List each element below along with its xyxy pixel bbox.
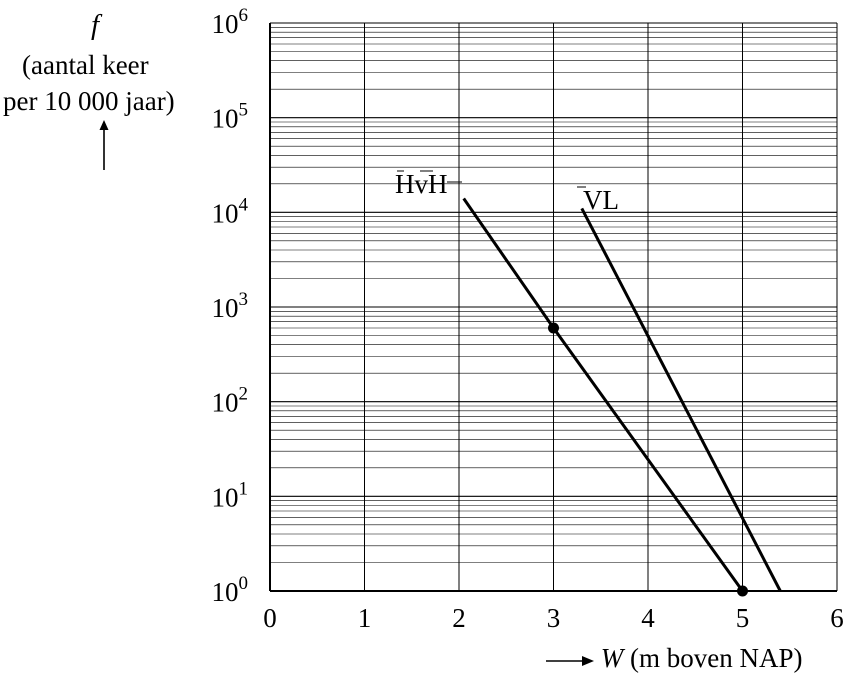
tick-labels: 0 1 2 3 4 5 6 100 101 102 103 104 105 106 — [212, 5, 844, 633]
series-lines — [462, 197, 782, 597]
series-line-hvh — [462, 197, 744, 592]
x-tick-label: 2 — [452, 603, 466, 633]
series-labels: HvH VL — [395, 169, 619, 215]
data-point-marker — [737, 585, 748, 597]
y-tick-label: 104 — [212, 194, 249, 228]
x-tick-label: 6 — [830, 603, 844, 633]
x-tick-label: 5 — [736, 603, 750, 633]
series-label-hvh: HvH — [395, 169, 448, 199]
y-tick-label: 103 — [212, 289, 249, 323]
x-axis-symbol: W — [600, 643, 624, 673]
y-axis-label-line2: per 10 000 jaar) — [3, 86, 175, 116]
x-axis-unit: (m boven NAP) — [630, 643, 803, 673]
x-tick-label: 4 — [641, 603, 655, 633]
y-axis-arrow-icon — [99, 120, 109, 170]
data-point-marker — [548, 322, 559, 334]
series-label-vl: VL — [583, 185, 619, 215]
y-tick-label: 101 — [212, 478, 249, 512]
x-tick-label: 3 — [547, 603, 561, 633]
y-tick-label: 100 — [212, 573, 249, 607]
y-tick-label: 106 — [212, 5, 249, 39]
y-axis-label-line1: (aantal keer — [22, 50, 149, 80]
y-tick-label: 105 — [212, 100, 249, 134]
y-axis-symbol: f — [91, 9, 100, 41]
x-tick-label: 1 — [358, 603, 372, 633]
x-axis-label: W (m boven NAP) — [544, 643, 802, 674]
x-axis-arrow-icon — [546, 655, 594, 666]
grid — [269, 22, 838, 592]
series-line-vl — [580, 207, 782, 592]
y-tick-label: 102 — [212, 384, 249, 418]
x-tick-label: 0 — [263, 603, 277, 633]
